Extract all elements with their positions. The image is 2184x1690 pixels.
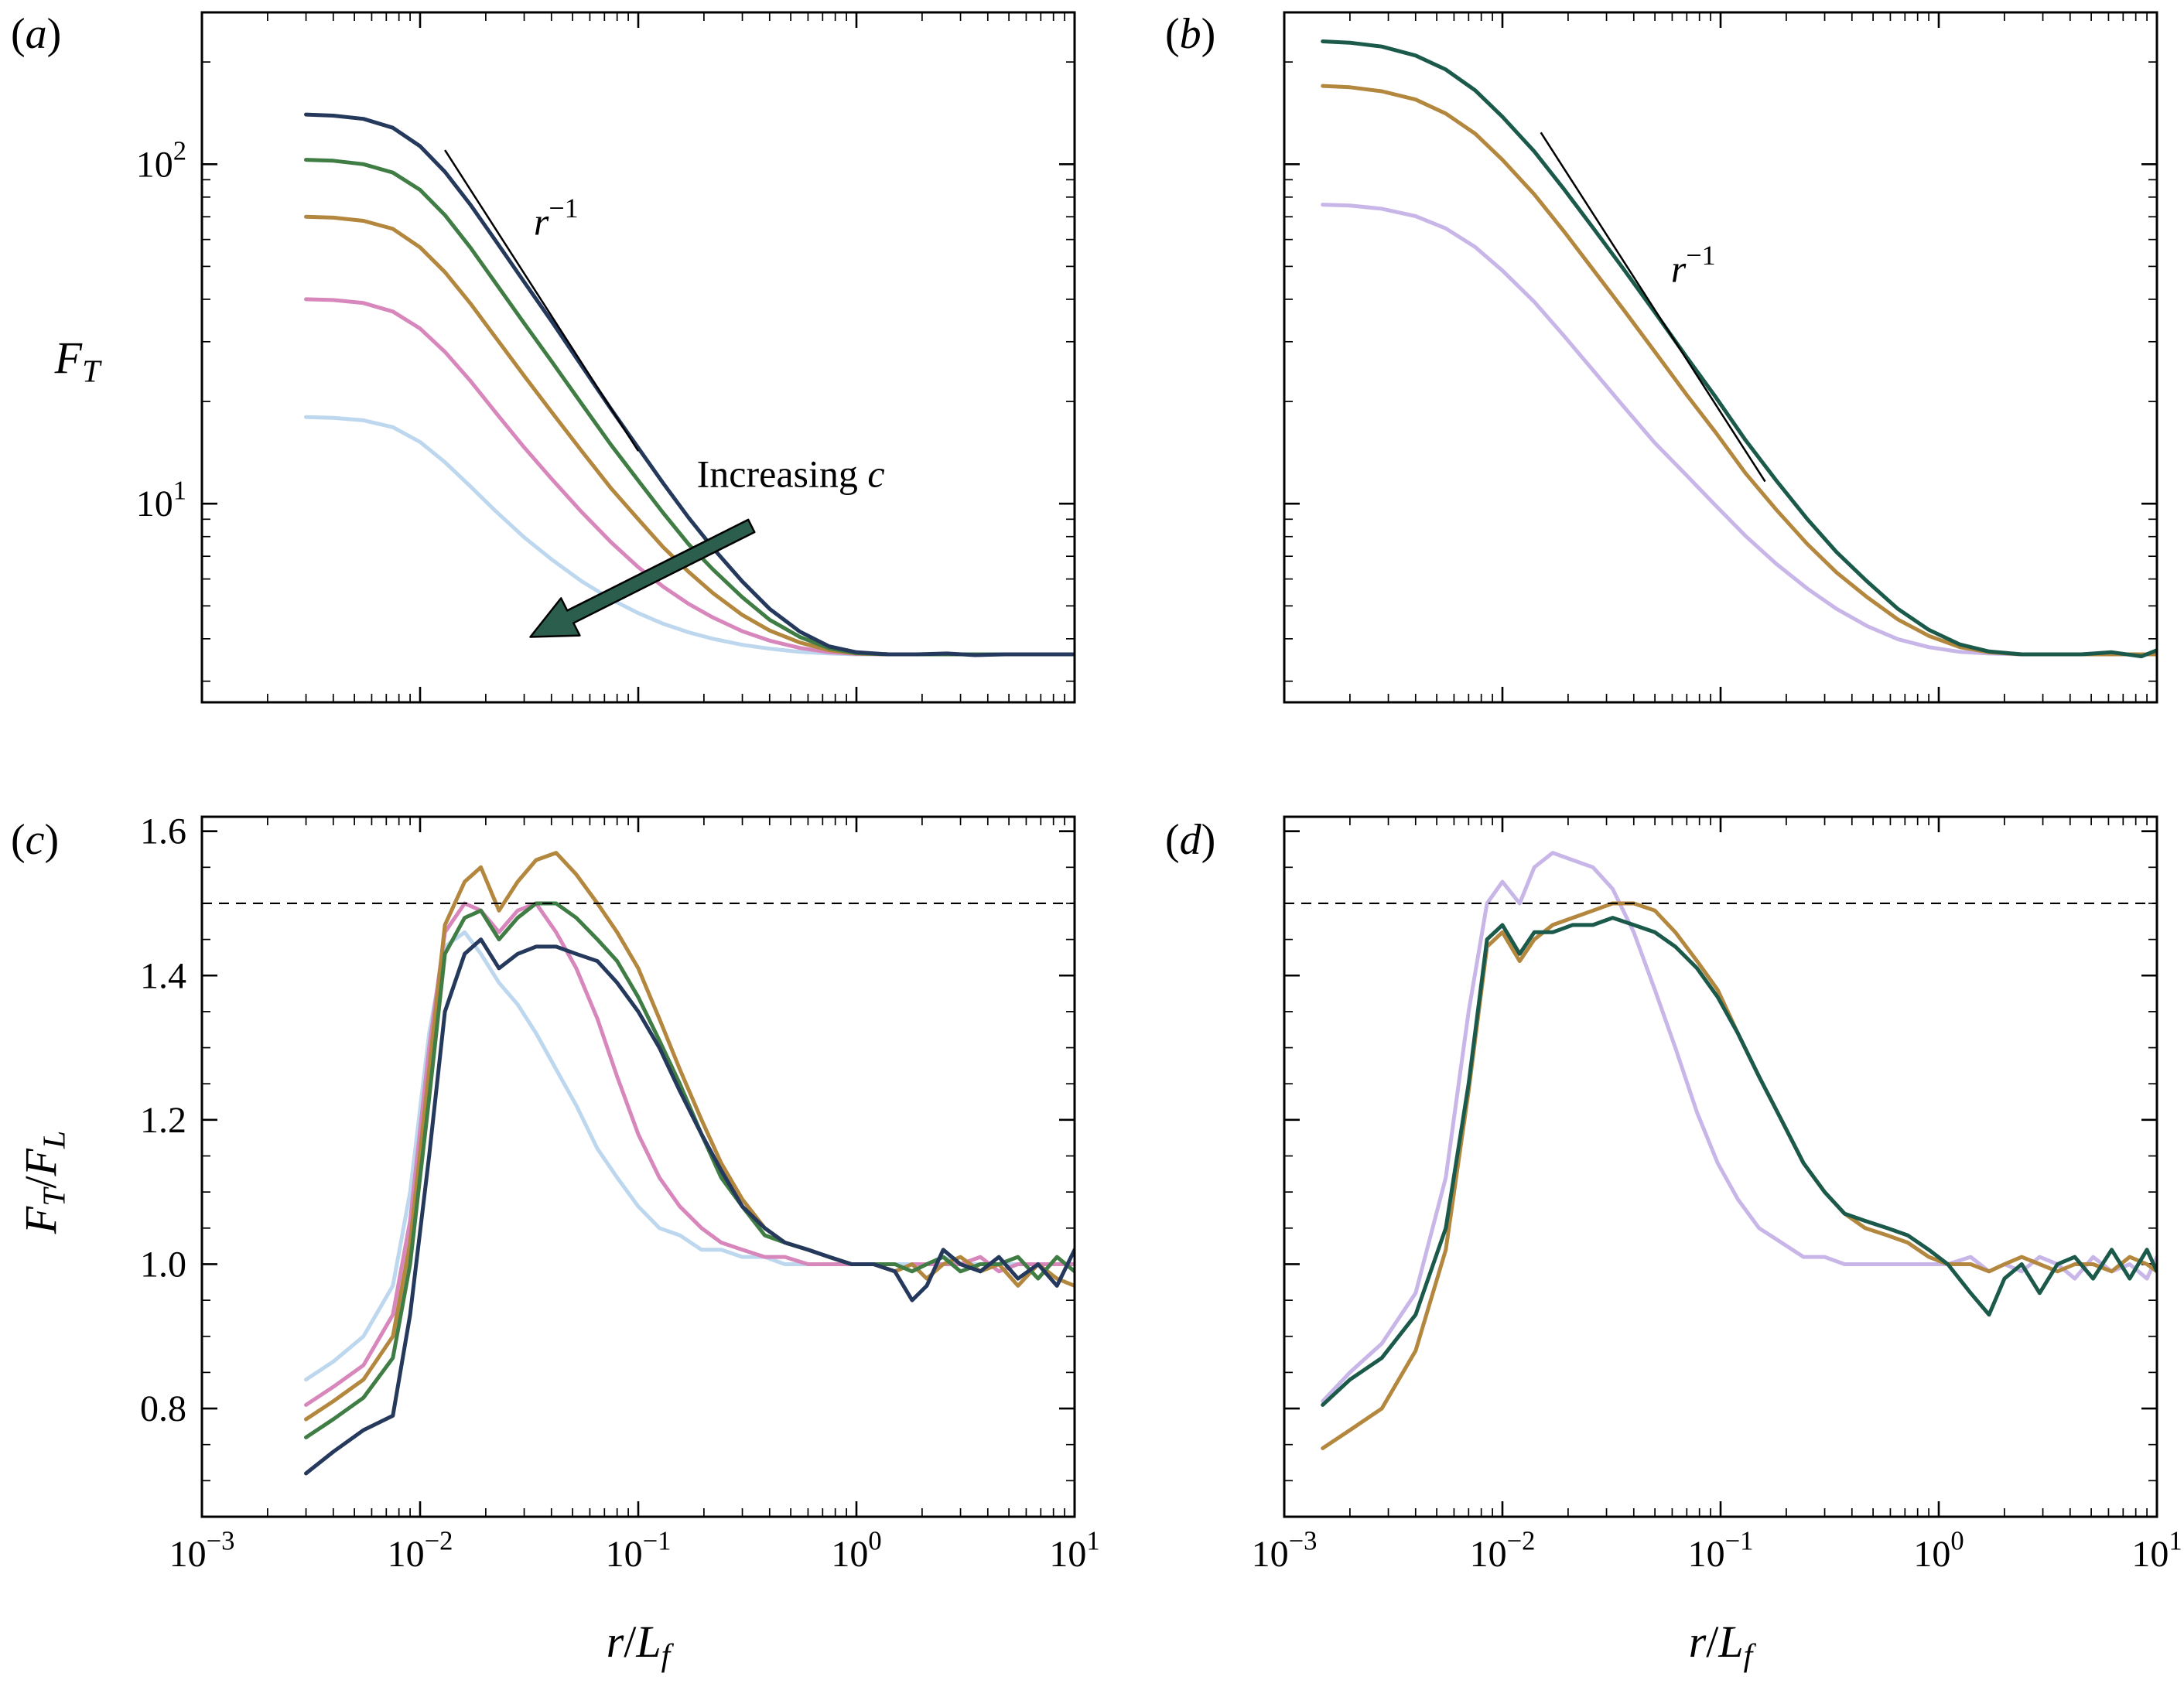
x-tick-label: 101 xyxy=(2131,1526,2182,1575)
panel-b-series-tan xyxy=(1321,84,2157,657)
panel-c-series-tan xyxy=(304,851,1075,1422)
y-tick-label: 101 xyxy=(136,476,186,525)
panel-d: 10−3 10−2 10−1 100 101 r/Lf (d) xyxy=(1165,815,2182,1674)
x-tick-label: 10−1 xyxy=(606,1526,672,1575)
y-tick-label: 1.6 xyxy=(140,811,186,852)
y-tick-label: 0.8 xyxy=(140,1388,186,1429)
x-tick-label: 100 xyxy=(831,1526,881,1575)
x-tick-label: 10−2 xyxy=(1470,1526,1536,1575)
slope-reference-line xyxy=(444,149,640,452)
y-tick-label: 1.4 xyxy=(140,955,186,996)
panel-c-series-green xyxy=(304,901,1075,1439)
x-tick-label: 10−1 xyxy=(1688,1526,1754,1575)
panel-label-a: (a) xyxy=(11,10,61,58)
x-tick-label: 10−3 xyxy=(1252,1526,1318,1575)
panel-a-series-tan xyxy=(304,214,1075,657)
annotation-text: r−1 xyxy=(534,193,579,244)
panel-d-axes-box xyxy=(1283,815,2158,1518)
x-axis-label: r/Lf xyxy=(607,1617,675,1674)
panel-b-ticks xyxy=(1283,12,2158,702)
panel-a-series-pink xyxy=(304,297,1075,657)
panel-a-series-green xyxy=(304,158,1075,657)
panel-b-axes-box xyxy=(1283,11,2158,704)
y-tick-label: 102 xyxy=(136,137,186,186)
panel-b: r−1 (b) xyxy=(1165,10,2158,704)
x-tick-label: 101 xyxy=(1049,1526,1099,1575)
x-tick-label: 10−3 xyxy=(169,1526,235,1575)
panel-d-series-teal xyxy=(1321,916,2157,1407)
y-tick-label: 1.2 xyxy=(140,1100,186,1141)
panel-b-series-teal xyxy=(1321,39,2157,659)
panel-c-ticks xyxy=(200,817,1076,1517)
slope-reference-line xyxy=(1540,131,1766,483)
panel-label-d: (d) xyxy=(1165,816,1215,864)
x-axis-label: r/Lf xyxy=(1689,1617,1757,1674)
panel-a-series-lightblue xyxy=(304,415,1075,657)
panel-label-b: (b) xyxy=(1165,10,1215,58)
y-tick-label: 1.0 xyxy=(140,1244,186,1285)
panel-label-c: (c) xyxy=(11,816,59,864)
panel-a-series-navy xyxy=(304,112,1075,657)
panel-c: 0.8 1.0 1.2 1.4 1.6 10−3 10−2 10−1 100 101 FT/FL r/… xyxy=(11,811,1100,1674)
panel-c-series-navy xyxy=(304,937,1075,1476)
increasing-c-arrow xyxy=(529,518,756,638)
y-axis-label: FT xyxy=(54,333,102,390)
x-tick-label: 10−2 xyxy=(388,1526,453,1575)
panel-a: r−1 Increasing c 101 102 FT (a) xyxy=(11,10,1076,704)
panel-c-axes-box xyxy=(200,815,1076,1518)
y-axis-label: FT/FL xyxy=(15,1131,73,1234)
panel-a-axes-box xyxy=(200,11,1076,704)
annotation-text: Increasing c xyxy=(697,452,885,496)
panel-d-series-lavender xyxy=(1321,851,2157,1404)
panel-a-ticks xyxy=(200,12,1076,702)
annotation-text: r−1 xyxy=(1671,240,1716,291)
x-tick-label: 100 xyxy=(1913,1526,1964,1575)
